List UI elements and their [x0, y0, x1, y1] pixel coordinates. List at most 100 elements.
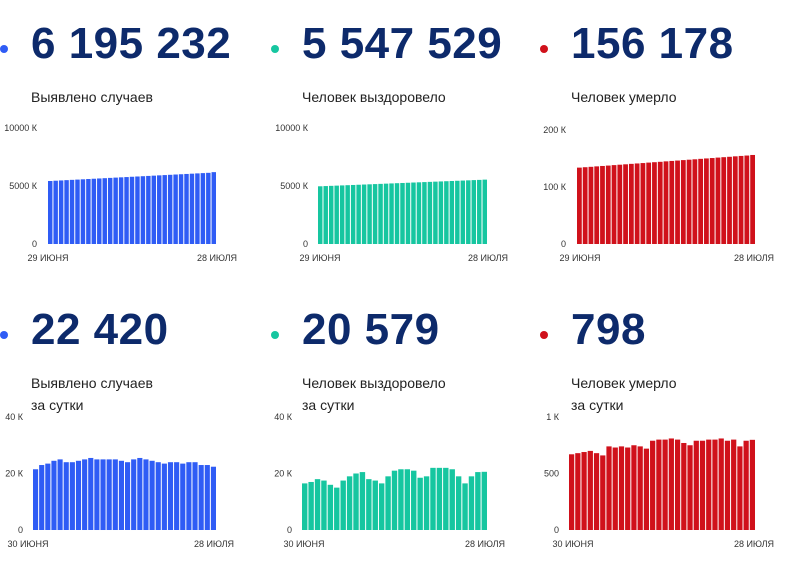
big-number: 156 178 [571, 19, 734, 68]
bar [623, 164, 628, 244]
bar [94, 459, 100, 531]
metric-label: Человек умерло [571, 86, 677, 108]
y-tick-label: 40 К [5, 412, 24, 422]
bar [587, 450, 593, 530]
bar [151, 175, 157, 244]
bar [200, 173, 206, 244]
bar [327, 484, 334, 530]
bar [100, 459, 106, 531]
bar [443, 467, 449, 530]
metric-label-line: Выявлено случаев [31, 89, 153, 105]
bar [367, 184, 372, 244]
y-tick-label: 20 К [274, 469, 293, 479]
panel-total-recovered: 5 547 529 Человек выздоровело 0 5000 К 100… [271, 0, 533, 290]
metric-label: Человек выздоровело за сутки [302, 372, 446, 416]
bar [750, 154, 755, 244]
bar [173, 174, 178, 244]
bar [359, 472, 366, 530]
bar [680, 160, 686, 244]
bar [427, 181, 433, 244]
bar [345, 185, 350, 244]
bar [663, 161, 669, 244]
bar [646, 162, 652, 244]
bar [628, 163, 634, 244]
x-end-label: 28 ИЮЛЯ [734, 253, 774, 263]
metric-label-line: Человек выздоровело [302, 375, 446, 391]
bar [174, 462, 180, 530]
bar [444, 181, 449, 244]
bar [732, 156, 738, 244]
bar [398, 469, 404, 530]
bar [481, 471, 487, 530]
bar [135, 176, 140, 244]
panel-daily-cases: 22 420 Выявлено случаев за сутки 0 20 К 40… [0, 286, 262, 576]
bar-chart: 0 20 К 40 К 30 ИЮНЯ 28 ИЮЛЯ [5, 412, 234, 549]
bar [634, 163, 640, 244]
bar [107, 177, 113, 244]
bar [75, 179, 80, 244]
metric-label-line: за сутки [302, 397, 355, 413]
bar [167, 174, 173, 244]
bar [698, 158, 704, 244]
x-end-label: 28 ИЮЛЯ [194, 539, 234, 549]
bar [143, 459, 149, 531]
bar [53, 180, 58, 244]
bar [204, 465, 210, 530]
bar [113, 177, 118, 244]
bar [192, 462, 198, 530]
bar [724, 440, 731, 530]
bar [211, 172, 216, 244]
bar [600, 165, 605, 244]
bar [417, 477, 423, 530]
bar [57, 459, 63, 531]
bar [39, 465, 45, 530]
bullet-dot [0, 45, 8, 53]
bar [606, 446, 612, 530]
bar [75, 460, 82, 530]
x-end-label: 28 ИЮЛЯ [465, 539, 505, 549]
bar [91, 178, 97, 244]
bar [366, 479, 372, 530]
bar [422, 182, 427, 244]
bar [449, 469, 455, 530]
bar [715, 157, 721, 244]
y-tick-label: 0 [32, 239, 37, 249]
bar [449, 180, 455, 244]
bar [346, 476, 353, 530]
bar [433, 181, 438, 244]
bar [198, 465, 204, 530]
bar [372, 480, 378, 530]
x-end-label: 28 ИЮЛЯ [734, 539, 774, 549]
x-start-label: 30 ИЮНЯ [283, 539, 324, 549]
bar-chart: 0 20 К 40 К 30 ИЮНЯ 28 ИЮЛЯ [274, 412, 505, 549]
y-tick-label: 0 [554, 525, 559, 535]
bar [162, 175, 167, 244]
bar [749, 439, 755, 530]
y-tick-label: 0 [287, 525, 292, 535]
panel-total-cases: 6 195 232 Выявлено случаев 0 5000 К 10000 … [0, 0, 262, 290]
bar [618, 446, 625, 530]
bar [416, 182, 422, 244]
bar [477, 179, 482, 244]
bar [378, 183, 383, 244]
x-start-label: 30 ИЮНЯ [552, 539, 593, 549]
bar [455, 476, 462, 530]
metric-label-line: Человек умерло [571, 89, 677, 105]
panel-total-deaths: 156 178 Человек умерло 0 100 К 200 К 29 ИЮН… [540, 0, 787, 290]
bar [137, 457, 143, 530]
bar [391, 470, 398, 530]
big-number: 798 [571, 305, 646, 354]
bullet-dot [0, 331, 8, 339]
bar [353, 473, 359, 530]
bar [180, 463, 186, 530]
metric-label-line: Выявлено случаев [31, 375, 153, 391]
bar [86, 179, 91, 244]
y-tick-label: 40 К [274, 412, 293, 422]
x-start-label: 29 ИЮНЯ [299, 253, 340, 263]
bar [640, 163, 646, 244]
bar [744, 155, 750, 244]
bar [611, 165, 617, 244]
x-start-label: 30 ИЮНЯ [7, 539, 48, 549]
big-number: 20 579 [302, 305, 440, 354]
bar [372, 184, 378, 244]
